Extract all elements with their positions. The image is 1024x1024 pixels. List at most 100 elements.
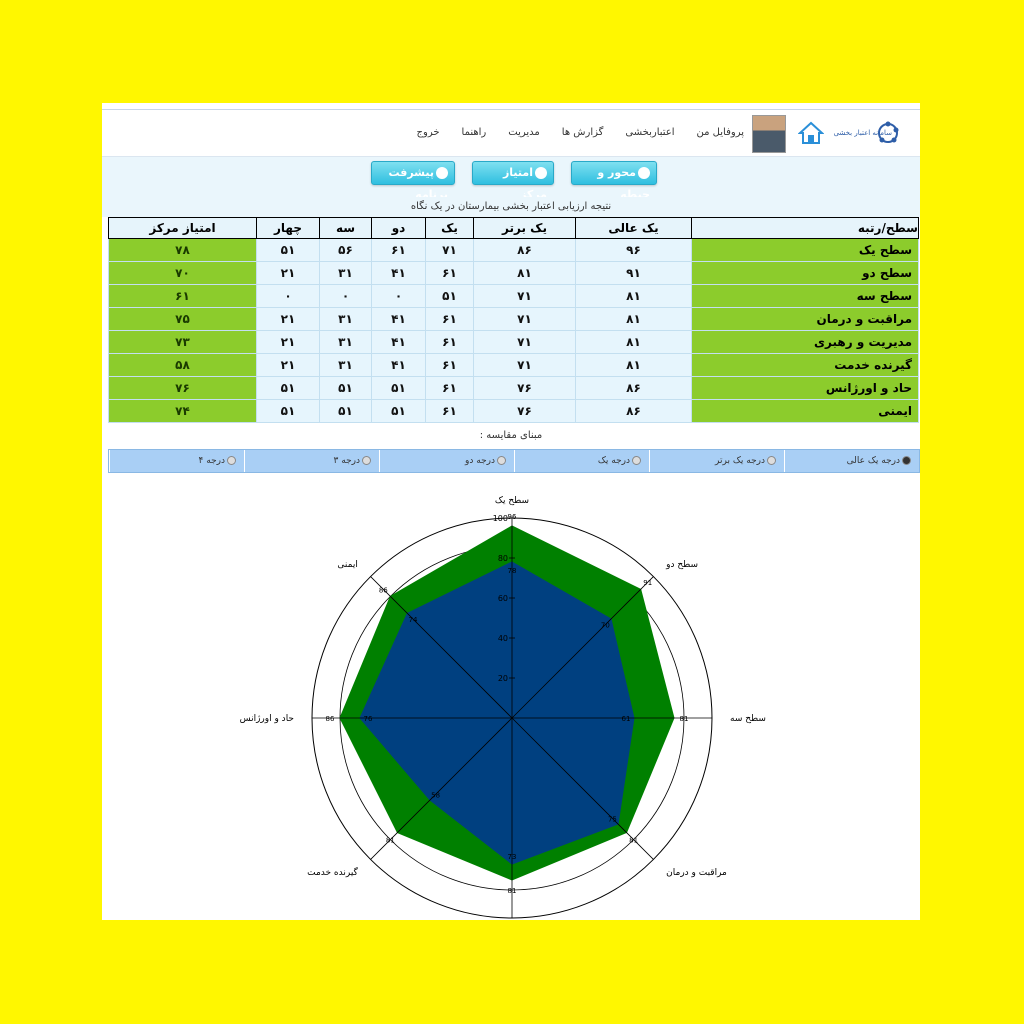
table-cell: ۶۱	[425, 376, 474, 400]
comparison-radio-group: درجه یک عالی درجه یک برتر درجه یک درجه دو در…	[108, 449, 920, 473]
center-score-cell: ۷۵	[108, 307, 257, 331]
radar-value-label: 58	[431, 791, 440, 799]
radio-dot-icon	[638, 167, 650, 179]
table-cell: ۸۱	[575, 307, 692, 331]
table-row: مراقبت و درمان ۸۱ ۷۱ ۶۱ ۴۱ ۳۱ ۲۱ ۷۵	[108, 307, 919, 331]
row-label: مراقبت و درمان	[691, 307, 919, 331]
table-cell: ۵۱	[256, 376, 320, 400]
radio-option[interactable]: درجه ۴	[109, 450, 244, 472]
radar-category-label: مراقبت و درمان	[666, 868, 727, 878]
table-cell: ۹۶	[575, 238, 692, 262]
nav-accreditation[interactable]: اعتباربخشی	[625, 127, 675, 138]
table-cell: ۸۶	[575, 399, 692, 423]
table-cell: ۳۱	[319, 330, 372, 354]
table-cell: ۶۱	[425, 399, 474, 423]
table-cell: ۶۱	[425, 353, 474, 377]
center-score-cell: ۵۸	[108, 353, 257, 377]
radar-value-label: 81	[508, 887, 517, 895]
radar-value-label: 74	[409, 616, 418, 624]
logo-icon[interactable]	[842, 118, 900, 148]
comparison-label: مبنای مقایسه :	[479, 430, 543, 441]
nav-reports[interactable]: گزارش ها	[561, 127, 604, 138]
table-cell: ۲۱	[256, 330, 320, 354]
radar-value-label: 91	[643, 579, 652, 587]
home-icon[interactable]	[798, 120, 824, 146]
row-label: سطح دو	[691, 261, 919, 285]
radio-label: درجه یک عالی	[846, 456, 900, 466]
radar-category-label: گیرنده خدمت	[307, 866, 358, 878]
table-cell: ۵۱	[319, 399, 372, 423]
radio-circle-icon[interactable]	[767, 456, 776, 465]
radio-option[interactable]: درجه دو	[379, 450, 514, 472]
radio-option[interactable]: درجه یک	[514, 450, 649, 472]
radio-dot-icon	[436, 167, 448, 179]
radio-option[interactable]: درجه یک برتر	[649, 450, 784, 472]
nav-logout[interactable]: خروج	[416, 127, 440, 138]
radio-circle-icon[interactable]	[632, 456, 641, 465]
center-score-button[interactable]: امتیاز مرکز	[472, 161, 554, 201]
program-progress-button[interactable]: پیشرفت برنامه	[371, 161, 455, 201]
axis-domain-button[interactable]: محور و حیطه	[571, 161, 657, 201]
radar-value-label: 96	[508, 513, 517, 521]
center-score-cell: ۷۴	[108, 399, 257, 423]
radio-label: درجه دو	[465, 456, 495, 466]
radar-category-label: ایمنی	[337, 560, 357, 570]
logo-text: سامانه اعتبار بخشی	[833, 129, 892, 137]
radar-tick-label: 20	[498, 674, 508, 683]
radio-circle-icon[interactable]	[497, 456, 506, 465]
nav-help[interactable]: راهنما	[461, 127, 487, 138]
table-cell: ۶۱	[425, 330, 474, 354]
table-cell: ۸۶	[473, 238, 576, 262]
row-label: سطح سه	[691, 284, 919, 308]
center-score-cell: ۷۳	[108, 330, 257, 354]
table-cell: ۶۱	[371, 238, 426, 262]
table-cell: ۸۶	[575, 376, 692, 400]
radio-option[interactable]: درجه ۳	[244, 450, 379, 472]
radar-spoke	[370, 576, 513, 719]
radio-option[interactable]: درجه یک عالی	[784, 450, 919, 472]
table-cell: ۷۶	[473, 376, 576, 400]
radar-value-label: 61	[622, 715, 631, 723]
table-cell: ۸۱	[575, 330, 692, 354]
table-cell: ۵۱	[319, 376, 372, 400]
page-caption: نتیجه ارزیابی اعتبار بخشی بیمارستان در ی…	[102, 197, 920, 217]
radio-circle-icon[interactable]	[362, 456, 371, 465]
header-bar: سامانه اعتبار بخشی پروفایل من اعتباربخشی…	[102, 110, 920, 157]
radar-value-label: 75	[608, 815, 617, 823]
radio-circle-icon[interactable]	[227, 456, 236, 465]
radar-tick-label: 40	[498, 634, 508, 643]
radar-value-label: 70	[601, 622, 610, 630]
radar-value-label: 81	[680, 715, 689, 723]
table-cell: ۴۱	[371, 307, 426, 331]
table-cell: ۰	[319, 284, 372, 308]
col-header: یک برتر	[473, 217, 576, 239]
radio-circle-icon[interactable]	[902, 456, 911, 465]
table-cell: ۳۱	[319, 261, 372, 285]
table-cell: ۷۱	[473, 353, 576, 377]
row-label: حاد و اورژانس	[691, 376, 919, 400]
radar-value-label: 86	[326, 715, 335, 723]
radio-label: درجه ۳	[333, 456, 360, 466]
nav-profile[interactable]: پروفایل من	[696, 127, 744, 138]
col-header: یک عالی	[575, 217, 692, 239]
row-label: سطح یک	[691, 238, 919, 262]
avatar[interactable]	[752, 115, 786, 153]
col-header: امتیاز مرکز	[108, 217, 257, 239]
top-border	[102, 103, 920, 110]
radar-value-label: 81	[386, 837, 395, 845]
table-cell: ۸۱	[473, 261, 576, 285]
nav-management[interactable]: مدیریت	[508, 127, 540, 138]
table-header-row: سطح/رتبه یک عالی یک برتر یک دو سه چهار ا…	[108, 217, 919, 239]
table-row: مدیریت و رهبری ۸۱ ۷۱ ۶۱ ۴۱ ۳۱ ۲۱ ۷۳	[108, 330, 919, 354]
table-cell: ۷۱	[473, 330, 576, 354]
radio-label: درجه ۴	[198, 456, 225, 466]
table-row: سطح یک ۹۶ ۸۶ ۷۱ ۶۱ ۵۶ ۵۱ ۷۸	[108, 238, 919, 262]
table-cell: ۲۱	[256, 307, 320, 331]
table-cell: ۳۱	[319, 353, 372, 377]
center-score-cell: ۶۱	[108, 284, 257, 308]
table-cell: ۰	[371, 284, 426, 308]
center-score-cell: ۷۰	[108, 261, 257, 285]
table-cell: ۷۶	[473, 399, 576, 423]
tab-button-bar: محور و حیطه امتیاز مرکز پیشرفت برنامه	[102, 157, 920, 201]
table-cell: ۰	[256, 284, 320, 308]
